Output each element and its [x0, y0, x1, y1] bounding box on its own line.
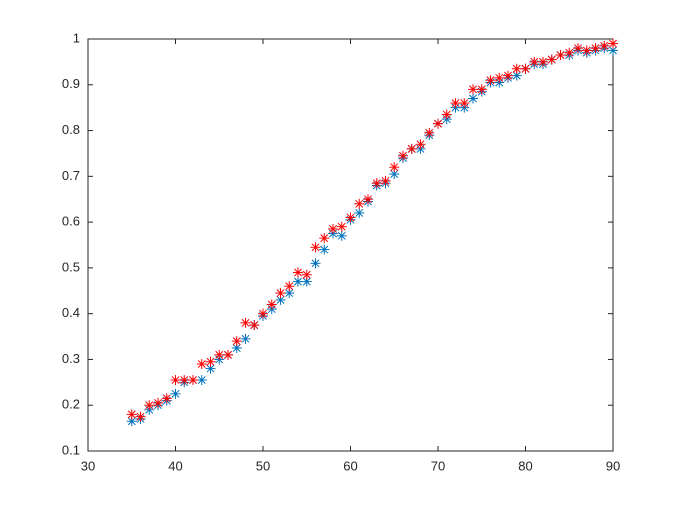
data-point [468, 93, 478, 104]
data-point [441, 109, 452, 120]
data-point [573, 43, 583, 54]
data-point [231, 336, 242, 347]
data-point [170, 375, 181, 386]
data-point [135, 411, 146, 422]
data-point [293, 267, 303, 278]
data-point [468, 84, 478, 95]
y-tick-label: 0.5 [62, 259, 80, 274]
data-point [205, 363, 216, 374]
data-point [354, 198, 365, 209]
data-point [319, 233, 330, 244]
y-tick-label: 0.1 [62, 442, 80, 457]
x-tick-label: 80 [518, 458, 532, 473]
data-point [345, 212, 356, 223]
data-point [529, 56, 540, 67]
data-point [161, 393, 172, 404]
data-point [511, 63, 522, 74]
data-point [179, 375, 190, 386]
data-point [354, 207, 365, 218]
data-point [485, 75, 496, 86]
data-point [223, 349, 233, 360]
data-point [196, 375, 207, 386]
plot-box [87, 38, 614, 452]
y-tick-label: 0.4 [62, 305, 80, 320]
data-point [424, 127, 435, 138]
data-point [319, 244, 330, 255]
x-tick-label: 70 [431, 458, 445, 473]
y-tick-label: 0.7 [62, 168, 80, 183]
data-point [126, 416, 137, 427]
data-point [555, 50, 566, 61]
data-point [398, 150, 408, 161]
data-point [336, 230, 347, 241]
x-tick-label: 40 [168, 458, 182, 473]
data-point [240, 333, 251, 344]
y-tick-label: 0.8 [62, 122, 80, 137]
data-point [371, 178, 382, 189]
data-point [503, 70, 513, 81]
data-point [170, 388, 181, 399]
y-tick-label: 0.3 [62, 351, 80, 366]
x-tick-label: 50 [256, 458, 270, 473]
data-point [275, 288, 286, 299]
data-point [144, 400, 155, 411]
data-point [196, 359, 207, 370]
data-point [328, 223, 338, 234]
data-point [389, 162, 400, 173]
data-point [538, 56, 548, 67]
data-point [336, 221, 347, 232]
data-point [406, 143, 417, 154]
data-point [476, 84, 487, 95]
data-point [205, 356, 216, 367]
data-point [415, 139, 426, 150]
data-point [188, 375, 198, 386]
data-point [240, 317, 251, 328]
data-point [433, 118, 443, 129]
data-point [564, 47, 575, 58]
data-point [363, 194, 373, 205]
data-point [494, 72, 505, 83]
data-point [266, 299, 277, 310]
data-point [214, 349, 225, 360]
data-point [546, 54, 557, 65]
data-point [310, 258, 321, 269]
data-point [284, 281, 295, 292]
data-point [520, 63, 531, 74]
data-point [249, 320, 260, 331]
data-point [608, 45, 618, 56]
data-point [590, 43, 601, 54]
data-point [380, 175, 391, 186]
data-point [310, 242, 321, 253]
data-point [599, 40, 610, 51]
data-point [153, 397, 163, 408]
y-tick-label: 1 [73, 30, 80, 45]
data-point [126, 409, 137, 420]
data-point [301, 269, 312, 280]
y-tick-label: 0.2 [62, 397, 80, 412]
x-tick-label: 60 [343, 458, 357, 473]
data-point [581, 45, 592, 56]
data-point [258, 308, 268, 319]
x-tick-label: 90 [606, 458, 620, 473]
y-tick-label: 0.9 [62, 76, 80, 91]
data-point [459, 98, 470, 109]
data-point [608, 38, 618, 49]
data-point [293, 276, 303, 287]
x-tick-label: 30 [81, 458, 95, 473]
y-tick-label: 0.6 [62, 214, 80, 229]
data-point [450, 98, 461, 109]
